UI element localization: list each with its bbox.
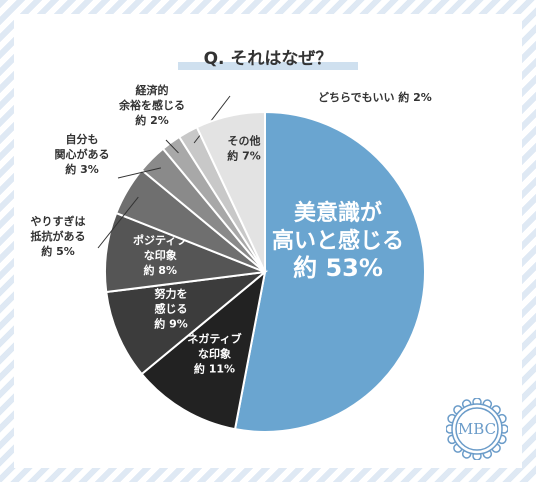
title-underline — [178, 62, 358, 70]
slice-value-label: 約 3% — [65, 162, 99, 176]
slice-label-line: どちらでもいい 約 2% — [318, 90, 432, 104]
slice-label-line: 余裕を感じる — [118, 98, 185, 112]
pie-slice-0 — [233, 110, 426, 433]
chart-title: Q. それはなぜ？ — [203, 49, 333, 69]
slice-value-label: 約 8% — [143, 263, 177, 277]
slice-value-label: 約 7% — [227, 149, 261, 163]
slice-label-line: 感じる — [155, 302, 188, 316]
logo-inner-ring — [455, 407, 499, 451]
pie-slice-1 — [140, 269, 267, 431]
slice-value-label: 約 5% — [41, 244, 75, 258]
slice-label-line: 経済的 — [136, 83, 169, 97]
leader-line-6 — [165, 139, 179, 154]
mbc-logo: MBC — [446, 398, 508, 460]
slice-label-line: その他 — [228, 134, 261, 148]
slice-label-line: ネガティブ — [187, 331, 241, 345]
slice-value-label: 約 11% — [194, 361, 235, 375]
slice-label-line: 美意識が — [294, 200, 382, 226]
slice-label-line: 自分も — [66, 132, 99, 146]
leader-line-4 — [97, 196, 139, 249]
slice-label-line: 高いと感じる — [272, 228, 404, 254]
logo-ring — [451, 403, 503, 455]
slice-label-line: 関心がある — [55, 147, 110, 161]
slice-value-label: 約 53% — [293, 254, 383, 282]
slice-label-line: やりすぎは — [31, 214, 86, 228]
slice-label-line: な印象 — [144, 248, 177, 262]
slice-label-line: 抵抗がある — [31, 229, 86, 243]
logo-text: MBC — [458, 420, 496, 438]
leader-line-5 — [117, 167, 162, 179]
slice-value-label: 約 9% — [154, 317, 188, 331]
slice-value-label: 約 2% — [135, 113, 169, 127]
slice-label-line: 努力を — [155, 287, 188, 301]
slice-label-line: な印象 — [198, 346, 231, 360]
pie-slice-2 — [105, 270, 269, 376]
pie-slice-8 — [195, 110, 266, 273]
